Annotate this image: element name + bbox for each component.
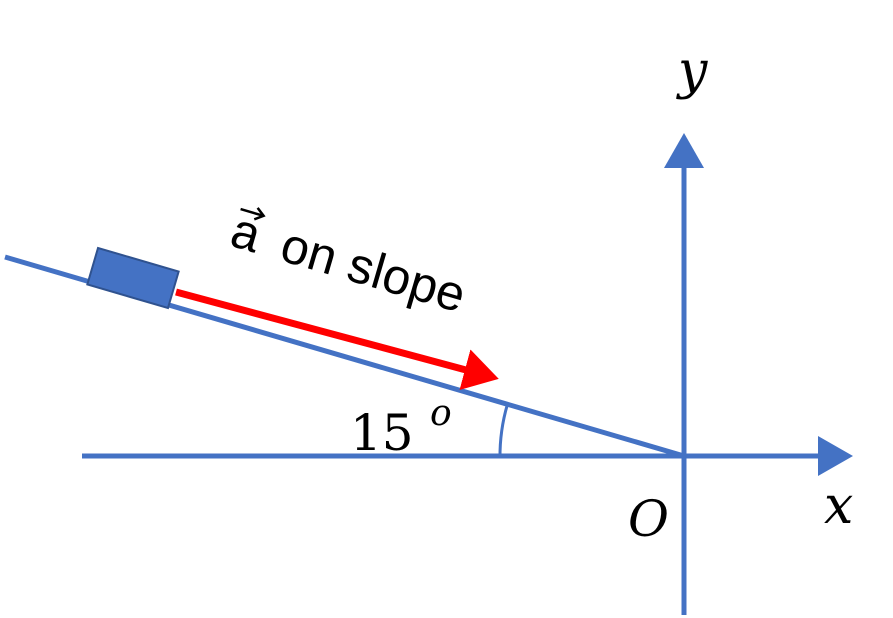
vector-arrow-head	[253, 207, 266, 221]
y-axis-label: y	[676, 41, 708, 101]
acceleration-arrow	[175, 288, 499, 391]
angle-arc	[498, 403, 509, 459]
vector-text: on slope	[275, 216, 472, 323]
block	[86, 246, 180, 310]
vector-arrow-bar	[240, 207, 263, 217]
angle-value: 15	[350, 404, 414, 462]
vector-label: a on slope	[225, 202, 472, 323]
angle-unit: o	[430, 393, 452, 434]
x-axis-label: x	[824, 476, 853, 536]
origin-label: O	[628, 490, 669, 548]
